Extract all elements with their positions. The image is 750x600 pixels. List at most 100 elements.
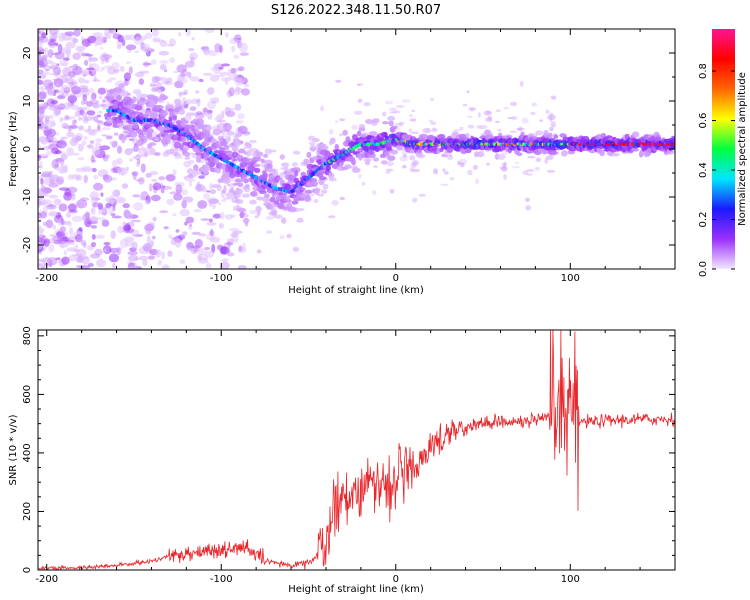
spectrogram-cell xyxy=(93,75,97,82)
spectrogram-cell xyxy=(317,193,325,197)
spectrogram-cell xyxy=(91,92,97,101)
spectrogram-cell xyxy=(234,103,242,111)
spectrogram-cell xyxy=(139,93,149,98)
spectrogram-cell xyxy=(270,183,278,188)
spectrogram-cell xyxy=(97,87,107,95)
spectrogram-cell xyxy=(75,248,87,257)
spectrogram-cell xyxy=(54,150,62,155)
spectrogram-cell xyxy=(117,34,124,43)
spectrogram-cell xyxy=(38,61,45,68)
spectrogram-cell xyxy=(102,154,106,159)
spectrogram-cell xyxy=(43,126,49,129)
spectrogram-cell xyxy=(53,198,62,206)
spectrogram-cell xyxy=(334,144,340,150)
spectrogram-cell xyxy=(503,161,507,167)
spectrogram-cell xyxy=(70,104,75,110)
spectrogram-cell xyxy=(71,215,83,222)
spectrogram-cell xyxy=(548,132,553,139)
spectrogram-cell xyxy=(225,214,234,220)
spectrogram-cell xyxy=(91,79,101,82)
spectrogram-cell xyxy=(40,178,44,185)
spectrogram-cell xyxy=(126,148,133,151)
spectrogram-cell xyxy=(93,174,98,180)
spectrogram-cell xyxy=(67,71,76,78)
spectrogram-cell xyxy=(462,104,468,107)
spectrogram-cell xyxy=(497,129,502,132)
spectrogram-cell xyxy=(521,117,529,124)
spectrogram-cell xyxy=(139,96,146,102)
spectrogram-cell xyxy=(211,97,220,104)
spectrogram-cell xyxy=(224,78,229,86)
spectrogram-cell xyxy=(187,71,192,79)
spectrogram-cell xyxy=(219,45,223,54)
spectrogram-cell xyxy=(92,69,97,76)
spectrogram-cell xyxy=(211,243,216,254)
spectrogram-cell xyxy=(134,50,139,53)
spectrogram-cell xyxy=(194,184,205,192)
spectrogram-cell xyxy=(57,166,68,174)
spectrogram-cell xyxy=(230,186,234,191)
spectrogram-cell xyxy=(250,190,258,197)
spectrogram-cell xyxy=(502,162,506,168)
spectrogram-cell xyxy=(69,78,77,88)
spectrogram-cell xyxy=(88,99,100,105)
spectrogram-cell xyxy=(671,137,675,143)
spectrogram-cell xyxy=(411,109,415,112)
colorbar-tick-label: 0.0 xyxy=(698,261,709,277)
spectrogram-cell xyxy=(136,158,141,165)
spectrogram-cell xyxy=(428,119,434,123)
spectrogram-cell xyxy=(387,115,396,121)
spectrogram-cell xyxy=(185,179,196,182)
spectrogram-cell xyxy=(318,178,325,186)
spectrogram-cell xyxy=(105,135,113,140)
spectrogram-cell xyxy=(82,213,90,222)
colorbar-gradient xyxy=(712,29,735,269)
spectrogram-cell xyxy=(92,32,103,37)
spectrogram-cell xyxy=(484,129,492,135)
y-tick-label: 400 xyxy=(22,443,33,462)
spectrogram-cell xyxy=(60,218,65,226)
spectrogram-cell xyxy=(441,153,448,158)
spectrogram-cell xyxy=(49,178,56,185)
spectrogram-cell xyxy=(90,225,98,229)
spectrogram-cell xyxy=(159,60,169,64)
spectrogram-cell xyxy=(40,114,47,118)
spectrogram-cell xyxy=(45,219,54,229)
spectrogram-cell xyxy=(41,265,46,269)
spectrogram-cell xyxy=(83,120,89,124)
spectrogram-cell xyxy=(105,197,112,203)
spectrogram-cell xyxy=(51,85,56,89)
spectrogram-cell xyxy=(477,112,481,118)
spectrogram-cell xyxy=(60,138,66,142)
spectrogram-cell xyxy=(189,106,197,111)
spectrogram-cell xyxy=(75,45,86,52)
spectrogram-cell xyxy=(209,182,213,190)
spectrogram-cell xyxy=(296,208,305,212)
spectrogram-cell xyxy=(149,171,159,176)
spectrogram-cell xyxy=(56,63,60,67)
spectrogram-cell xyxy=(61,144,67,148)
spectrogram-cell xyxy=(549,126,554,132)
spectrogram-cell xyxy=(107,66,116,75)
spectrogram-cell xyxy=(211,138,217,143)
spectrogram-cell xyxy=(170,238,177,246)
spectrogram-cell xyxy=(41,137,49,143)
spectrogram-cell xyxy=(91,146,100,156)
spectrogram-cell xyxy=(126,92,131,96)
spectrogram-cell xyxy=(144,110,153,115)
spectrogram-cell xyxy=(237,154,244,159)
spectrogram-cell xyxy=(115,196,126,204)
spectrogram-cell xyxy=(161,251,165,260)
spectrogram-cell xyxy=(44,117,48,127)
spectrogram-cell xyxy=(217,202,222,205)
spectrogram-cell xyxy=(105,154,111,159)
spectrogram-cell xyxy=(465,132,470,138)
spectrogram-cell xyxy=(180,117,186,123)
spectrogram-cell xyxy=(114,132,119,136)
spectrogram-cell xyxy=(144,152,149,158)
spectrogram-cell xyxy=(133,111,141,115)
spectrogram-cell xyxy=(242,211,247,215)
spectrogram-cell xyxy=(229,228,240,232)
spectrogram-cell xyxy=(138,78,145,85)
